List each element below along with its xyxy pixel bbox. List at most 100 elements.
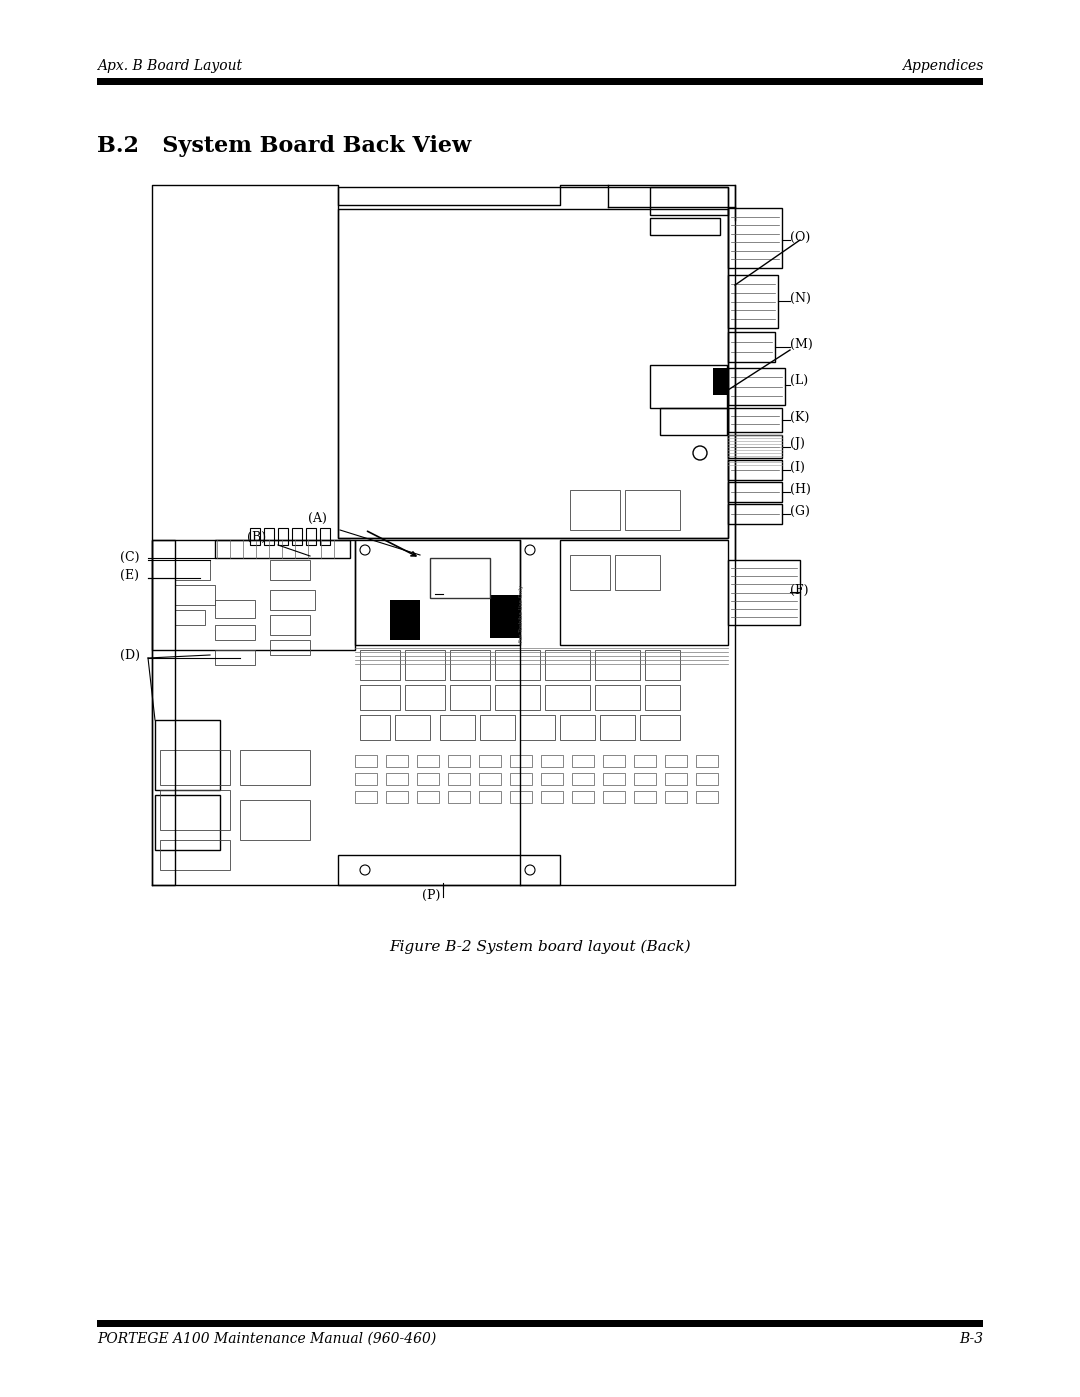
Bar <box>480 754 501 767</box>
Bar <box>175 585 215 605</box>
Bar <box>215 599 255 617</box>
Text: Apx. B Board Layout: Apx. B Board Layout <box>97 59 242 73</box>
Text: (E): (E) <box>120 569 139 581</box>
Bar <box>665 773 687 785</box>
Bar <box>264 528 274 545</box>
Bar <box>603 773 625 785</box>
Bar <box>448 754 470 767</box>
Bar <box>215 650 255 665</box>
Text: (O): (O) <box>789 231 810 243</box>
Bar <box>615 555 660 590</box>
Text: B-3: B-3 <box>959 1331 983 1345</box>
Bar <box>545 650 590 680</box>
Bar <box>97 1320 983 1327</box>
Text: (L): (L) <box>789 373 808 387</box>
Bar <box>561 715 595 740</box>
Bar <box>519 715 555 740</box>
Bar <box>490 595 519 638</box>
Bar <box>270 560 310 580</box>
Bar <box>390 599 420 640</box>
Bar <box>572 754 594 767</box>
Bar <box>634 773 656 785</box>
Text: (I): (I) <box>789 461 805 474</box>
Bar <box>595 650 640 680</box>
Bar <box>696 773 718 785</box>
Bar <box>625 490 680 529</box>
Bar <box>696 754 718 767</box>
Bar <box>355 754 377 767</box>
Bar <box>152 541 175 886</box>
Bar <box>728 504 782 524</box>
Bar <box>160 789 230 830</box>
Bar <box>395 715 430 740</box>
Bar <box>249 528 260 545</box>
Bar <box>405 685 445 710</box>
Bar <box>417 773 438 785</box>
Bar <box>728 367 785 405</box>
Bar <box>665 754 687 767</box>
Bar <box>450 650 490 680</box>
Bar <box>448 791 470 803</box>
Bar <box>430 557 490 598</box>
Text: (C): (C) <box>120 550 139 563</box>
Text: (G): (G) <box>789 504 810 517</box>
Bar <box>728 434 782 458</box>
Bar <box>714 370 727 395</box>
Bar <box>728 560 800 624</box>
Bar <box>355 541 519 645</box>
Bar <box>355 791 377 803</box>
Bar <box>650 218 720 235</box>
Bar <box>240 800 310 840</box>
Bar <box>338 210 728 538</box>
Bar <box>215 624 255 640</box>
Bar <box>448 773 470 785</box>
Bar <box>645 650 680 680</box>
Bar <box>440 715 475 740</box>
Bar <box>156 795 220 849</box>
Bar <box>561 541 728 645</box>
Bar <box>545 685 590 710</box>
Bar <box>665 791 687 803</box>
Bar <box>417 754 438 767</box>
Bar <box>386 773 408 785</box>
Bar <box>510 754 532 767</box>
Bar <box>292 528 302 545</box>
Bar <box>278 528 288 545</box>
Bar <box>270 640 310 655</box>
Bar <box>645 685 680 710</box>
Bar <box>160 750 230 785</box>
Bar <box>355 773 377 785</box>
Bar <box>480 791 501 803</box>
Bar <box>541 754 563 767</box>
Bar <box>541 773 563 785</box>
Text: (D): (D) <box>120 648 140 662</box>
Bar <box>572 791 594 803</box>
Text: (N): (N) <box>789 292 811 305</box>
Text: (F): (F) <box>789 584 809 597</box>
Text: For Toshiba Use Only: For Toshiba Use Only <box>519 585 525 643</box>
Bar <box>417 791 438 803</box>
Bar <box>595 685 640 710</box>
Bar <box>728 482 782 502</box>
Bar <box>240 750 310 785</box>
Bar <box>175 560 210 580</box>
Text: (B): (B) <box>247 531 266 543</box>
Bar <box>640 715 680 740</box>
Bar <box>270 615 310 636</box>
Bar <box>215 541 350 557</box>
Bar <box>634 754 656 767</box>
Bar <box>360 650 400 680</box>
Bar <box>495 650 540 680</box>
Bar <box>156 719 220 789</box>
Bar <box>728 275 778 328</box>
Text: (P): (P) <box>422 888 441 901</box>
Bar <box>510 773 532 785</box>
Text: Figure B-2 System board layout (Back): Figure B-2 System board layout (Back) <box>389 940 691 954</box>
Bar <box>306 528 316 545</box>
Bar <box>510 791 532 803</box>
Bar <box>495 685 540 710</box>
Bar <box>728 460 782 481</box>
Text: (A): (A) <box>308 511 327 524</box>
Bar <box>360 715 390 740</box>
Bar <box>320 528 330 545</box>
